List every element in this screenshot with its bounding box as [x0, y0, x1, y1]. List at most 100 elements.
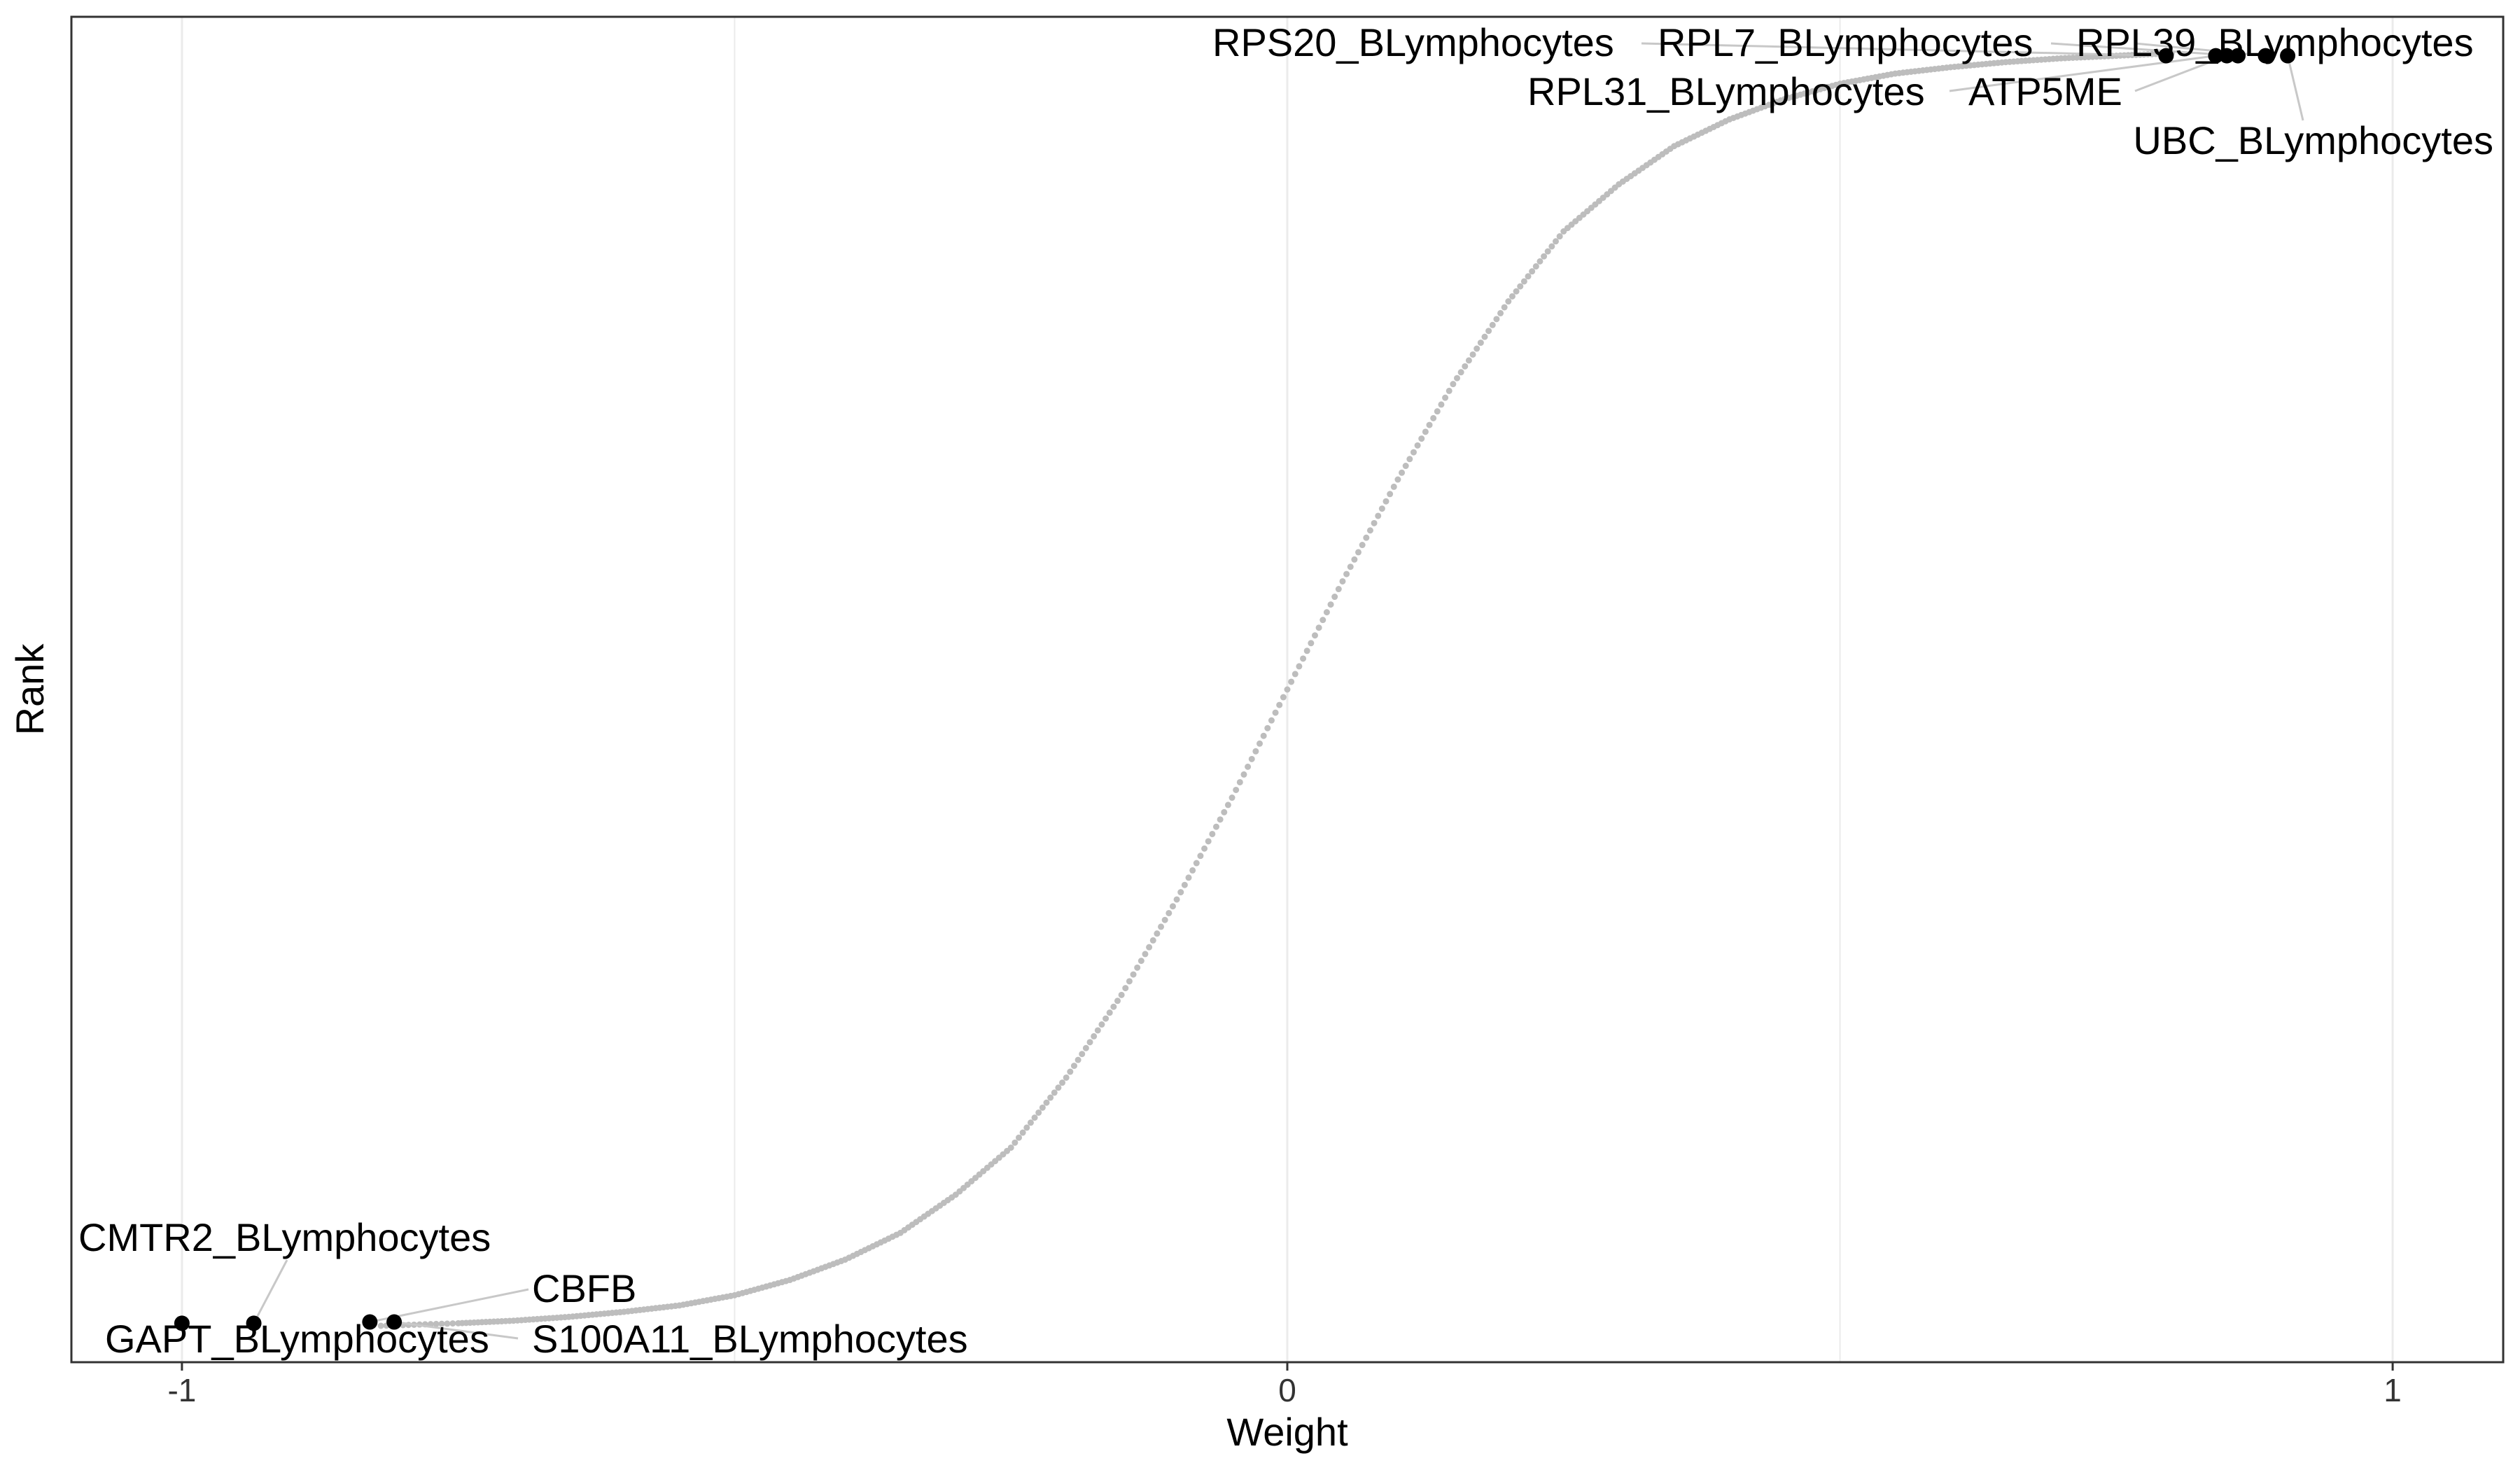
curve-point: [1320, 617, 1326, 624]
curve-point: [1525, 273, 1532, 280]
curve-point: [1327, 601, 1334, 608]
x-tick-label: 0: [1278, 1372, 1296, 1408]
curve-point: [1224, 802, 1231, 808]
curve-point: [1122, 985, 1129, 992]
curve-point: [1197, 853, 1204, 860]
highlighted-point: [174, 1315, 190, 1331]
curve-point: [1284, 686, 1291, 693]
curve-point: [1130, 971, 1137, 978]
point-label: UBC_BLymphocytes: [2133, 118, 2493, 162]
x-tick-label: -1: [167, 1372, 196, 1408]
curve-point: [1007, 1144, 1014, 1151]
curve-point: [1548, 243, 1555, 250]
curve-point: [1556, 233, 1563, 240]
curve-point: [1059, 1079, 1066, 1086]
curve-point: [1378, 505, 1385, 512]
leader-line: [1641, 42, 2166, 57]
curve-point: [433, 1320, 440, 1327]
point-label: CBFB: [532, 1266, 636, 1310]
curve-point: [1508, 293, 1516, 300]
leader-line: [2286, 55, 2304, 121]
curve-point: [1430, 414, 1437, 421]
highlighted-point: [246, 1315, 262, 1331]
curve-point: [1055, 1084, 1062, 1091]
curve-point: [1517, 283, 1524, 290]
curve-point: [1434, 408, 1441, 415]
point-label: S100A11_BLymphocytes: [532, 1317, 968, 1361]
curve-point: [1098, 1021, 1105, 1028]
curve-point: [1406, 456, 1413, 463]
y-axis-title: Rank: [8, 643, 52, 736]
curve-point: [1154, 930, 1161, 937]
curve-point: [1382, 498, 1390, 505]
point-label: RPS20_BLymphocytes: [1212, 20, 1614, 64]
curve-point: [1118, 991, 1125, 998]
curve-point: [1091, 1032, 1098, 1040]
curve-point: [1011, 1139, 1018, 1146]
curve-point: [1454, 374, 1461, 382]
curve-point: [1505, 298, 1512, 305]
highlighted-point: [2230, 48, 2246, 64]
curve-point: [1221, 808, 1228, 816]
curve-point: [1166, 909, 1172, 916]
curve-point: [1031, 1114, 1038, 1121]
curve-point: [1039, 1104, 1046, 1111]
curve-point: [1138, 958, 1144, 965]
curve-point: [1268, 717, 1275, 724]
point-label: RPL39_BLymphocytes: [2076, 20, 2474, 64]
curve-point: [1102, 1015, 1110, 1022]
curve-point: [1126, 978, 1133, 985]
curve-point: [1541, 253, 1548, 260]
curve-point: [1418, 435, 1425, 442]
curve-point: [1280, 694, 1287, 701]
curve-point: [1343, 570, 1350, 578]
point-label: RPL7_BLymphocytes: [1658, 20, 2033, 64]
curve-point: [1169, 903, 1176, 910]
curve-point: [1481, 333, 1488, 340]
curve-point: [1414, 442, 1421, 449]
curve-point: [1201, 845, 1208, 852]
curve-point: [1536, 258, 1544, 265]
curve-point: [1252, 748, 1259, 755]
highlighted-point: [386, 1314, 402, 1330]
curve-point: [1552, 238, 1559, 245]
curve-point: [1371, 519, 1378, 526]
curve-point: [1308, 640, 1315, 647]
curve-point: [1205, 838, 1212, 845]
point-label: CMTR2_BLymphocytes: [78, 1215, 491, 1259]
curve-point: [1193, 860, 1200, 867]
curve-point: [1189, 867, 1196, 874]
leader-line: [253, 1259, 288, 1324]
curve-point: [1501, 304, 1508, 311]
curve-point: [1181, 881, 1188, 888]
curve-point: [1497, 309, 1504, 316]
curve-point: [1063, 1074, 1070, 1081]
curve-point: [1442, 394, 1449, 401]
curve-point: [1067, 1068, 1074, 1075]
curve-point: [1276, 701, 1283, 708]
x-tick-label: 1: [2384, 1372, 2402, 1408]
curve-point: [1134, 964, 1141, 971]
curve-point: [1074, 1056, 1082, 1063]
highlighted-points: [174, 48, 2296, 1331]
curve-point: [1264, 724, 1271, 732]
curve-point: [1363, 534, 1370, 541]
curve-point: [1173, 896, 1180, 903]
curve-point: [1027, 1119, 1034, 1126]
leader-line: [1949, 55, 2216, 92]
curve-point: [1292, 671, 1298, 678]
curve-point: [1212, 823, 1219, 830]
curve-point: [1106, 1009, 1113, 1016]
curve-point: [1047, 1094, 1054, 1101]
curve-point: [1161, 916, 1168, 923]
curve-point: [1217, 816, 1224, 823]
curve-point: [1016, 1134, 1023, 1141]
curve-point: [1043, 1099, 1050, 1106]
curve-point: [1355, 549, 1362, 556]
curve-point: [1114, 997, 1121, 1004]
curve-point: [1335, 586, 1342, 593]
curve-point: [1422, 428, 1429, 435]
curve-point: [1158, 923, 1165, 930]
curve-point: [1331, 594, 1338, 601]
curve-point: [1474, 345, 1480, 352]
